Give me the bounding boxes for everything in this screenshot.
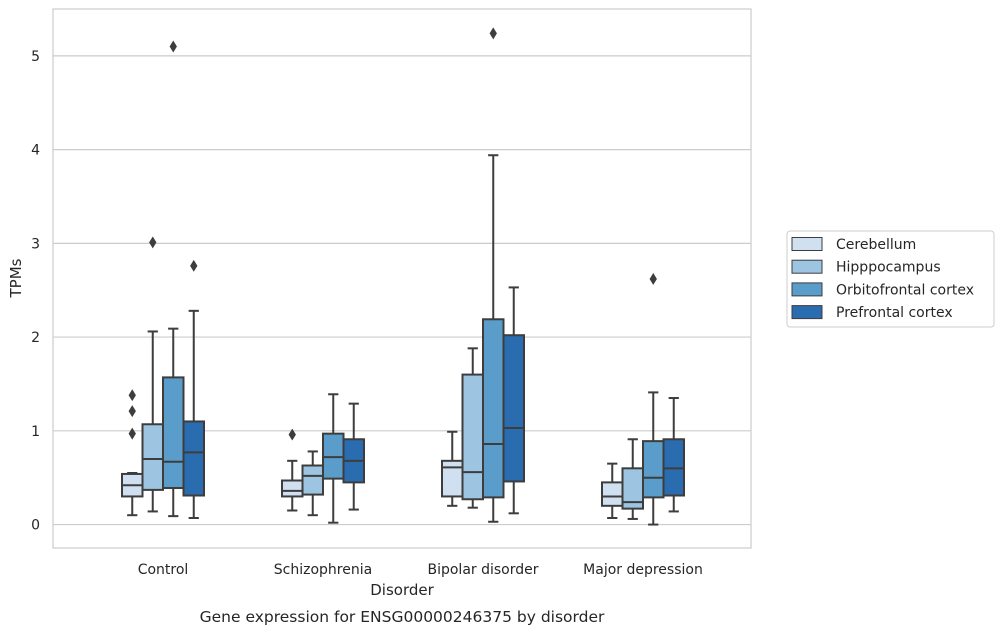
box-body	[281, 479, 304, 498]
y-axis-label: TPMs	[7, 258, 25, 298]
box-1-0	[281, 428, 304, 512]
legend-label: Prefrontal cortex	[836, 305, 953, 321]
box-body	[141, 423, 164, 491]
box-3-2	[642, 273, 665, 526]
outlier-point	[128, 427, 136, 440]
x-tick-label: Bipolar disorder	[427, 562, 538, 578]
box-0-1	[141, 236, 164, 513]
outlier-point	[149, 236, 157, 249]
outlier-point	[190, 259, 198, 272]
y-tick-label: 2	[31, 330, 40, 346]
box-0-3	[182, 259, 205, 520]
legend-label: Cerebellum	[836, 237, 916, 253]
legend-swatch	[791, 282, 823, 297]
box-body	[182, 420, 205, 497]
box-2-0	[441, 430, 464, 507]
outlier-point	[649, 273, 657, 285]
box-1-1	[301, 450, 324, 517]
legend-label: Orbitofrontal cortex	[836, 282, 974, 298]
chart-caption: Gene expression for ENSG00000246375 by d…	[200, 608, 605, 626]
x-axis-label: Disorder	[370, 581, 434, 599]
legend: Cerebellum Hipppocampus Orbitofrontal cort…	[786, 230, 995, 328]
box-body	[642, 440, 665, 499]
box-body	[601, 481, 624, 507]
x-tick-label: Schizophrenia	[274, 562, 372, 578]
box-3-3	[662, 397, 685, 513]
box-body	[301, 464, 324, 496]
y-tick-label: 4	[31, 143, 40, 159]
box-1-3	[342, 402, 365, 511]
box-3-0	[601, 462, 624, 520]
outlier-point	[128, 389, 136, 402]
box-2-1	[461, 347, 484, 509]
box-plot-boxes	[121, 27, 685, 526]
legend-swatch	[791, 237, 823, 251]
y-tick-label: 1	[31, 424, 40, 440]
y-tick-label: 5	[31, 49, 40, 65]
x-tick-label: Major depression	[583, 562, 703, 578]
box-2-2	[482, 27, 505, 523]
outlier-point	[169, 40, 177, 53]
box-2-3	[502, 286, 525, 515]
outlier-point	[128, 405, 136, 418]
y-tick-label: 0	[31, 518, 40, 534]
box-body	[482, 318, 505, 499]
outlier-point	[288, 428, 296, 441]
box-body	[441, 459, 464, 498]
x-axis-ticks: Control Schizophrenia Bipolar disorder Majo…	[138, 562, 703, 578]
legend-swatch	[791, 259, 823, 274]
x-tick-label: Control	[138, 562, 189, 578]
plot-frame	[52, 8, 752, 549]
box-0-0	[121, 389, 144, 517]
box-body	[502, 334, 525, 483]
box-1-2	[322, 393, 345, 524]
box-3-1	[621, 438, 644, 520]
legend-frame	[786, 230, 995, 328]
y-tick-label: 3	[31, 236, 40, 252]
box-body	[162, 376, 185, 490]
outlier-point	[489, 27, 497, 40]
box-0-2	[162, 40, 185, 518]
box-body	[461, 373, 484, 501]
legend-swatch	[791, 305, 823, 320]
legend-label: Hipppocampus	[836, 260, 941, 276]
y-axis-ticks: 0 1 2 3 4 5	[31, 49, 40, 534]
